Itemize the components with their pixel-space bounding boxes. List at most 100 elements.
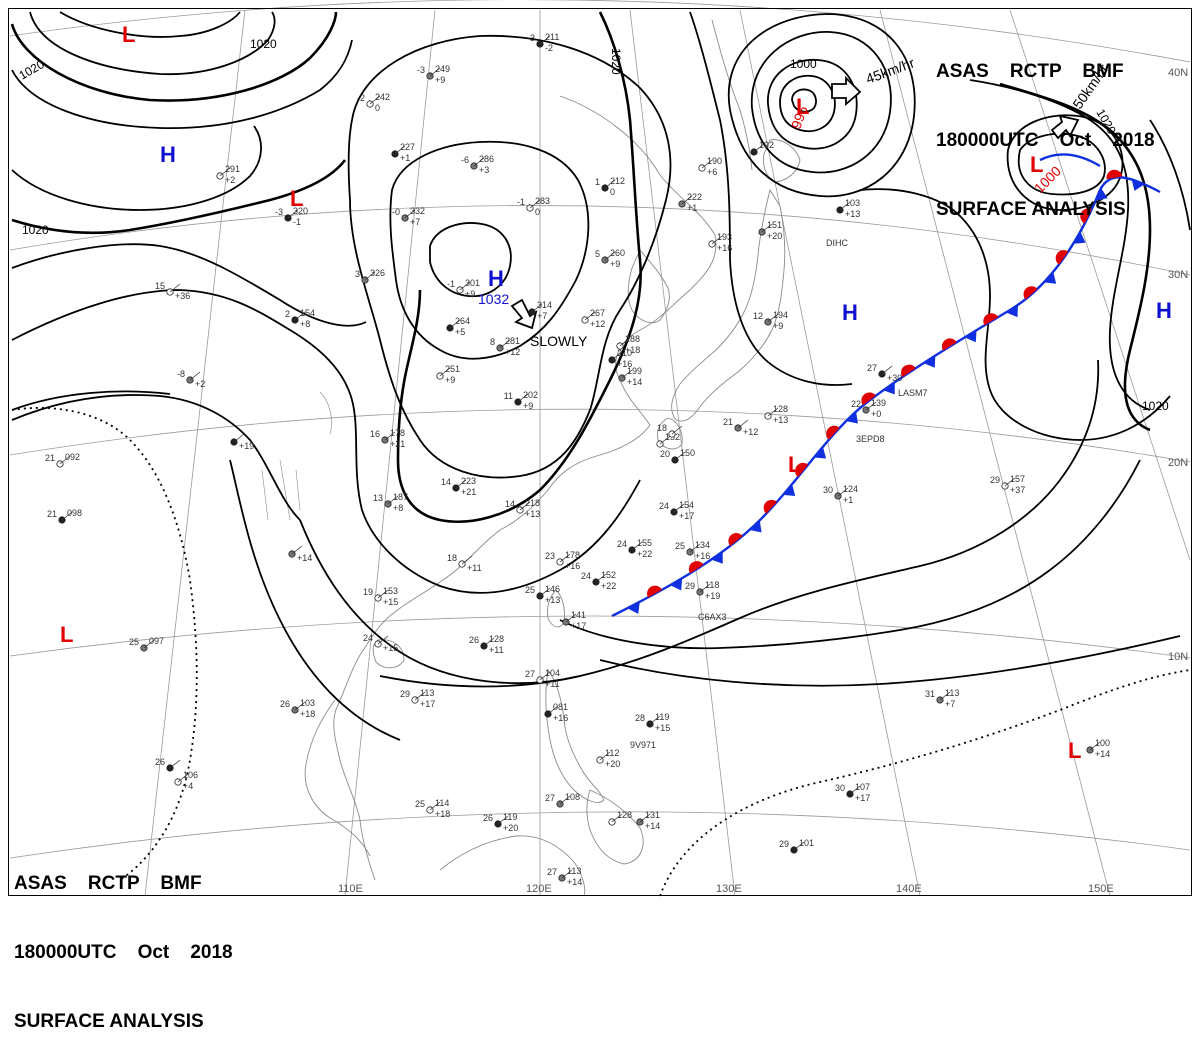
station-plot: 27 108 xyxy=(545,792,580,808)
asia-coastline xyxy=(333,95,717,881)
station-pressure: 104 xyxy=(545,668,560,678)
station-plot: 23 178+16 xyxy=(545,550,580,571)
station-pressure: 242 xyxy=(375,92,390,102)
wind-barb xyxy=(287,209,299,219)
station-pressure: 151 xyxy=(767,220,782,230)
station-pressure: 218 xyxy=(525,498,540,508)
station-plot: 264+5 xyxy=(446,316,470,337)
wind-barb xyxy=(414,691,426,701)
typhoon-motion-arrow xyxy=(831,75,862,106)
wind-barb xyxy=(369,95,381,105)
japan-honshu xyxy=(671,188,786,422)
station-pressure: 199 xyxy=(627,366,642,376)
station-plot: 227+1 xyxy=(391,142,415,163)
lon-line-130e xyxy=(629,9,736,897)
station-plot: 24 155+22 xyxy=(617,538,652,559)
station-temperature: 29 xyxy=(990,475,1000,485)
station-tendency: +8 xyxy=(393,503,403,513)
wind-barb xyxy=(473,157,485,167)
station-plot: 18 +11 xyxy=(447,553,482,573)
wind-barb xyxy=(539,35,551,45)
lon-label-110e: 110E xyxy=(338,883,363,895)
header-top-line1: ASAS RCTP BMF xyxy=(936,61,1124,82)
station-tendency: +14 xyxy=(567,877,582,887)
station-temperature: 15 xyxy=(155,281,165,291)
lon-line-100e xyxy=(144,9,246,897)
station-tendency: +20 xyxy=(503,823,518,833)
lat-line-40n xyxy=(9,0,1191,63)
wind-barb xyxy=(611,813,623,823)
station-pressure: 249 xyxy=(435,64,450,74)
station-temperature: 24 xyxy=(581,571,591,581)
wind-barb xyxy=(639,813,651,823)
wind-barb xyxy=(517,393,529,403)
station-tendency: +14 xyxy=(1095,749,1110,759)
isobar-high-1032 xyxy=(429,222,512,298)
station-pressure: 119 xyxy=(655,712,669,722)
station-tendency: +20 xyxy=(605,759,620,769)
station-temperature: 21 xyxy=(45,453,55,463)
station-tendency: +1 xyxy=(843,495,853,505)
station-pressure: 227 xyxy=(400,142,415,152)
wind-barb xyxy=(294,701,306,711)
wind-barb xyxy=(631,541,643,551)
warm-front-semicircle xyxy=(941,338,957,351)
station-tendency: +3 xyxy=(479,165,489,175)
station-tendency: +16 xyxy=(553,713,568,723)
wind-barb xyxy=(561,869,573,879)
station-plot: 13 187+8 xyxy=(373,492,408,513)
warm-front-semicircle xyxy=(1055,250,1069,265)
wind-barb xyxy=(689,543,701,553)
cold-front-triangle xyxy=(923,355,936,368)
wind-barb xyxy=(559,553,571,563)
station-pressure: 286 xyxy=(479,154,494,164)
low-center-typhoon: L xyxy=(796,94,809,119)
station-temperature: 26 xyxy=(155,757,165,767)
station-plot: 21 098 xyxy=(47,508,82,524)
wind-barb xyxy=(439,367,451,377)
station-plot: 27 113+14 xyxy=(547,866,582,887)
taiwan-coastline xyxy=(547,589,565,628)
station-plot: 151+20 xyxy=(758,220,782,241)
station-temperature: 28 xyxy=(635,713,645,723)
lat-line-10n xyxy=(9,615,1191,659)
warm-front-semicircle xyxy=(901,364,916,378)
station-pressure: 326 xyxy=(370,268,385,278)
station-pressure: 113 xyxy=(420,688,434,698)
station-plot: 267+12 xyxy=(581,308,605,329)
station-temperature: 3 xyxy=(355,269,360,279)
station-tendency: +9 xyxy=(610,259,620,269)
station-temperature: 18 xyxy=(447,553,457,563)
lon-line-160e xyxy=(1009,9,1191,561)
station-tendency: +4 xyxy=(183,781,193,791)
station-tendency: +8 xyxy=(300,319,310,329)
motion-arrows xyxy=(510,75,1080,330)
station-plot: 106+4 xyxy=(174,770,198,791)
warm-front-semicircle xyxy=(1023,286,1038,300)
station-plot: 251+9 xyxy=(436,364,460,385)
station-temperature: 20 xyxy=(660,449,670,459)
station-pressure: 264 xyxy=(455,316,470,326)
station-pressure: 301 xyxy=(465,278,480,288)
station-plot: 24 154+17 xyxy=(659,500,694,521)
station-pressure: 223 xyxy=(461,476,476,486)
station-plot: 222+1 xyxy=(678,192,702,213)
station-pressure: 154 xyxy=(300,308,315,318)
station-pressure: 320 xyxy=(293,206,308,216)
wind-barb xyxy=(61,511,73,521)
wind-barb xyxy=(865,401,877,411)
station-plot: 29 101 xyxy=(779,838,814,854)
isobar-east-high-2 xyxy=(999,82,1152,432)
isobar-typhoon-2 xyxy=(779,74,836,133)
map-background xyxy=(0,0,1200,920)
wind-barb xyxy=(404,209,416,219)
station-temperature: -0 xyxy=(392,207,400,217)
station-tendency: +14 xyxy=(627,377,642,387)
station-tendency: +1 xyxy=(687,203,697,213)
station-temperature: 14 xyxy=(505,499,515,509)
wind-barb xyxy=(539,671,551,681)
station-plot: 19 153+15 xyxy=(363,586,398,607)
